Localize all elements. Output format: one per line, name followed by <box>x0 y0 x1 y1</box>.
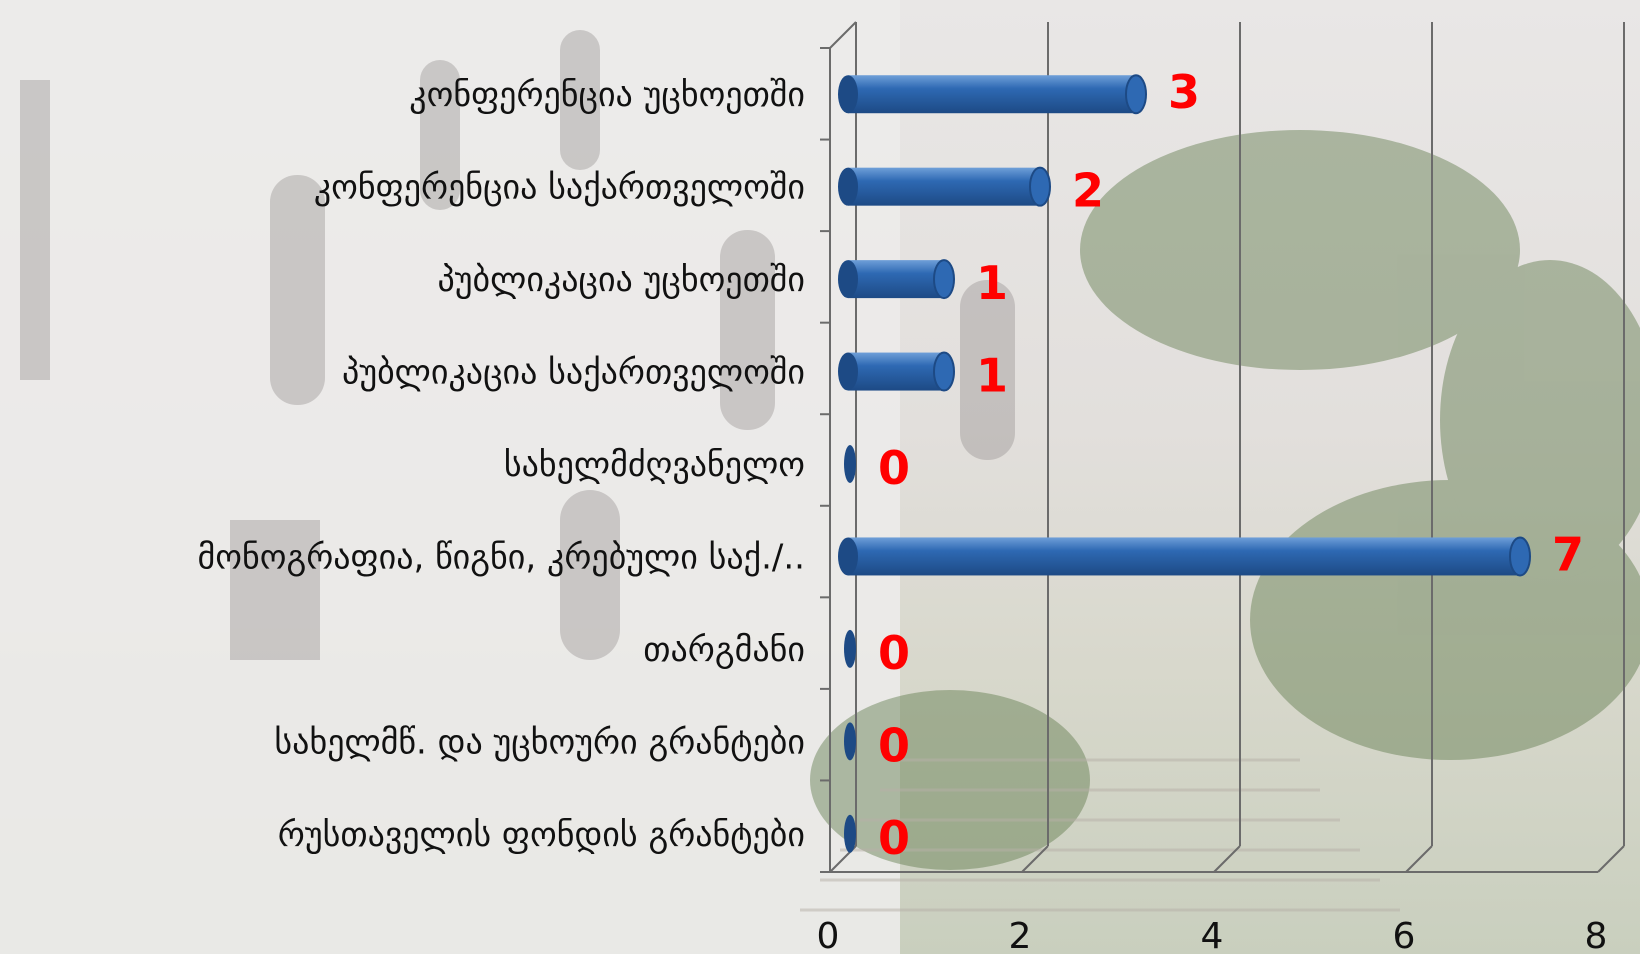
value-label: 1 <box>976 256 1008 310</box>
value-labels: 3 2 1 1 0 7 0 0 0 <box>878 65 1584 865</box>
bar-zero-cap <box>844 722 856 761</box>
category-labels: კონფერენცია უცხოეთში კონფერენცია საქართვე… <box>197 75 805 855</box>
bar-end-cap <box>1509 536 1531 577</box>
x-tick-label: 8 <box>1585 916 1608 954</box>
bar-body <box>848 352 944 391</box>
category-label: კონფერენცია უცხოეთში <box>409 75 805 115</box>
bar-zero-cap <box>844 814 856 853</box>
bar-end-cap <box>1029 166 1051 207</box>
chart-gridlines <box>820 21 1625 873</box>
chart-bars <box>838 74 1531 853</box>
category-label: პუბლიკაცია უცხოეთში <box>438 260 806 300</box>
floor-gridline-6 <box>1405 845 1433 873</box>
bar-body <box>848 167 1040 206</box>
x-tick-label: 0 <box>817 916 840 954</box>
value-label: 7 <box>1552 527 1584 581</box>
floor-gridline-8 <box>1597 845 1625 873</box>
category-label: სახელმწ. და უცხოური გრანტები <box>274 722 805 762</box>
category-label: რუსთაველის ფონდის გრანტები <box>278 815 805 855</box>
value-label: 1 <box>976 349 1008 403</box>
y-axis-top-edge <box>829 21 857 49</box>
value-label: 0 <box>878 811 910 865</box>
value-label: 0 <box>878 441 910 495</box>
x-tick-label: 4 <box>1201 916 1224 954</box>
value-label: 0 <box>878 718 910 772</box>
bar-body <box>848 260 944 299</box>
value-label: 0 <box>878 626 910 680</box>
category-label: კონფერენცია საქართველოში <box>314 168 805 208</box>
category-label: თარგმანი <box>643 630 805 670</box>
x-tick-label: 6 <box>1393 916 1416 954</box>
bar-base-cap <box>838 537 858 576</box>
floor-gridline-2 <box>1021 845 1049 873</box>
bar-zero-cap <box>844 629 856 668</box>
category-label: პუბლიკაცია საქართველოში <box>342 353 805 393</box>
x-axis-tick-labels: 0 2 4 6 8 <box>817 916 1608 954</box>
bar-base-cap <box>838 167 858 206</box>
bar-zero-cap <box>844 445 856 483</box>
value-label: 2 <box>1072 164 1104 218</box>
category-label: მონოგრაფია, წიგნი, კრებული საქ./.. <box>197 537 805 577</box>
x-tick-label: 2 <box>1009 916 1032 954</box>
value-label: 3 <box>1168 65 1200 119</box>
floor-gridline-4 <box>1213 845 1241 873</box>
bar-body <box>848 75 1136 114</box>
bar-base-cap <box>838 352 858 391</box>
bar-base-cap <box>838 260 858 299</box>
bar-end-cap <box>1125 74 1147 115</box>
bar-end-cap <box>933 351 955 392</box>
bar-body <box>848 537 1520 576</box>
bar-base-cap <box>838 75 858 114</box>
category-label: სახელმძღვანელო <box>504 445 805 485</box>
bar-end-cap <box>933 259 955 300</box>
